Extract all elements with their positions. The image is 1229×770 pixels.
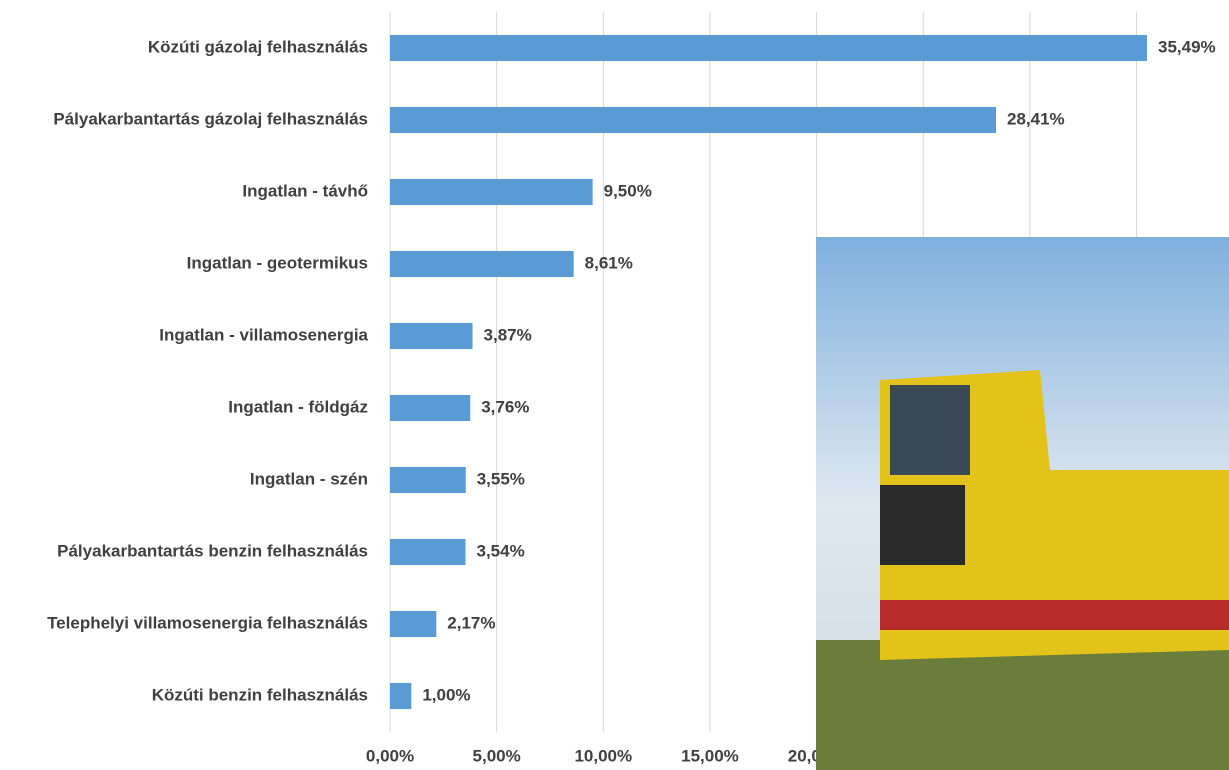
- data-label: 3,87%: [484, 325, 532, 344]
- data-label: 35,49%: [1158, 37, 1216, 56]
- y-tick-label: Közúti gázolaj felhasználás: [148, 37, 368, 56]
- data-label: 3,55%: [477, 469, 525, 488]
- bar: [390, 35, 1147, 61]
- y-tick-label: Pályakarbantartás gázolaj felhasználás: [53, 109, 368, 128]
- chart: 0,00%5,00%10,00%15,00%20,00%25,00%30,00%…: [0, 0, 1229, 770]
- y-tick-label: Ingatlan - földgáz: [228, 397, 368, 416]
- x-tick-label: 10,00%: [574, 746, 632, 765]
- photo-grass: [816, 640, 1229, 770]
- bar: [390, 323, 473, 349]
- bar: [390, 611, 436, 637]
- page: {"chart_data": {"type": "bar", "orientat…: [0, 0, 1229, 770]
- bar: [390, 179, 593, 205]
- photo-window: [890, 385, 970, 475]
- data-label: 2,17%: [447, 613, 495, 632]
- y-tick-label: Közúti benzin felhasználás: [152, 685, 368, 704]
- data-label: 3,54%: [477, 541, 525, 560]
- data-label: 8,61%: [585, 253, 633, 272]
- x-tick-label: 0,00%: [366, 746, 414, 765]
- bar: [390, 683, 411, 709]
- data-label: 3,76%: [481, 397, 529, 416]
- y-tick-label: Ingatlan - távhő: [242, 181, 368, 200]
- data-label: 9,50%: [604, 181, 652, 200]
- y-tick-label: Ingatlan - geotermikus: [187, 253, 368, 272]
- bar: [390, 467, 466, 493]
- x-tick-label: 15,00%: [681, 746, 739, 765]
- y-tick-label: Telephelyi villamosenergia felhasználás: [47, 613, 368, 632]
- x-tick-label: 5,00%: [473, 746, 521, 765]
- y-tick-label: Ingatlan - villamosenergia: [159, 325, 368, 344]
- photo: [816, 237, 1229, 770]
- y-tick-label: Ingatlan - szén: [250, 469, 368, 488]
- photo-frame: [880, 600, 1229, 630]
- bar: [390, 539, 466, 565]
- bar: [390, 395, 470, 421]
- bar: [390, 107, 996, 133]
- photo-window: [880, 485, 965, 565]
- data-label: 28,41%: [1007, 109, 1065, 128]
- data-label: 1,00%: [422, 685, 470, 704]
- y-tick-label: Pályakarbantartás benzin felhasználás: [57, 541, 368, 560]
- bar: [390, 251, 574, 277]
